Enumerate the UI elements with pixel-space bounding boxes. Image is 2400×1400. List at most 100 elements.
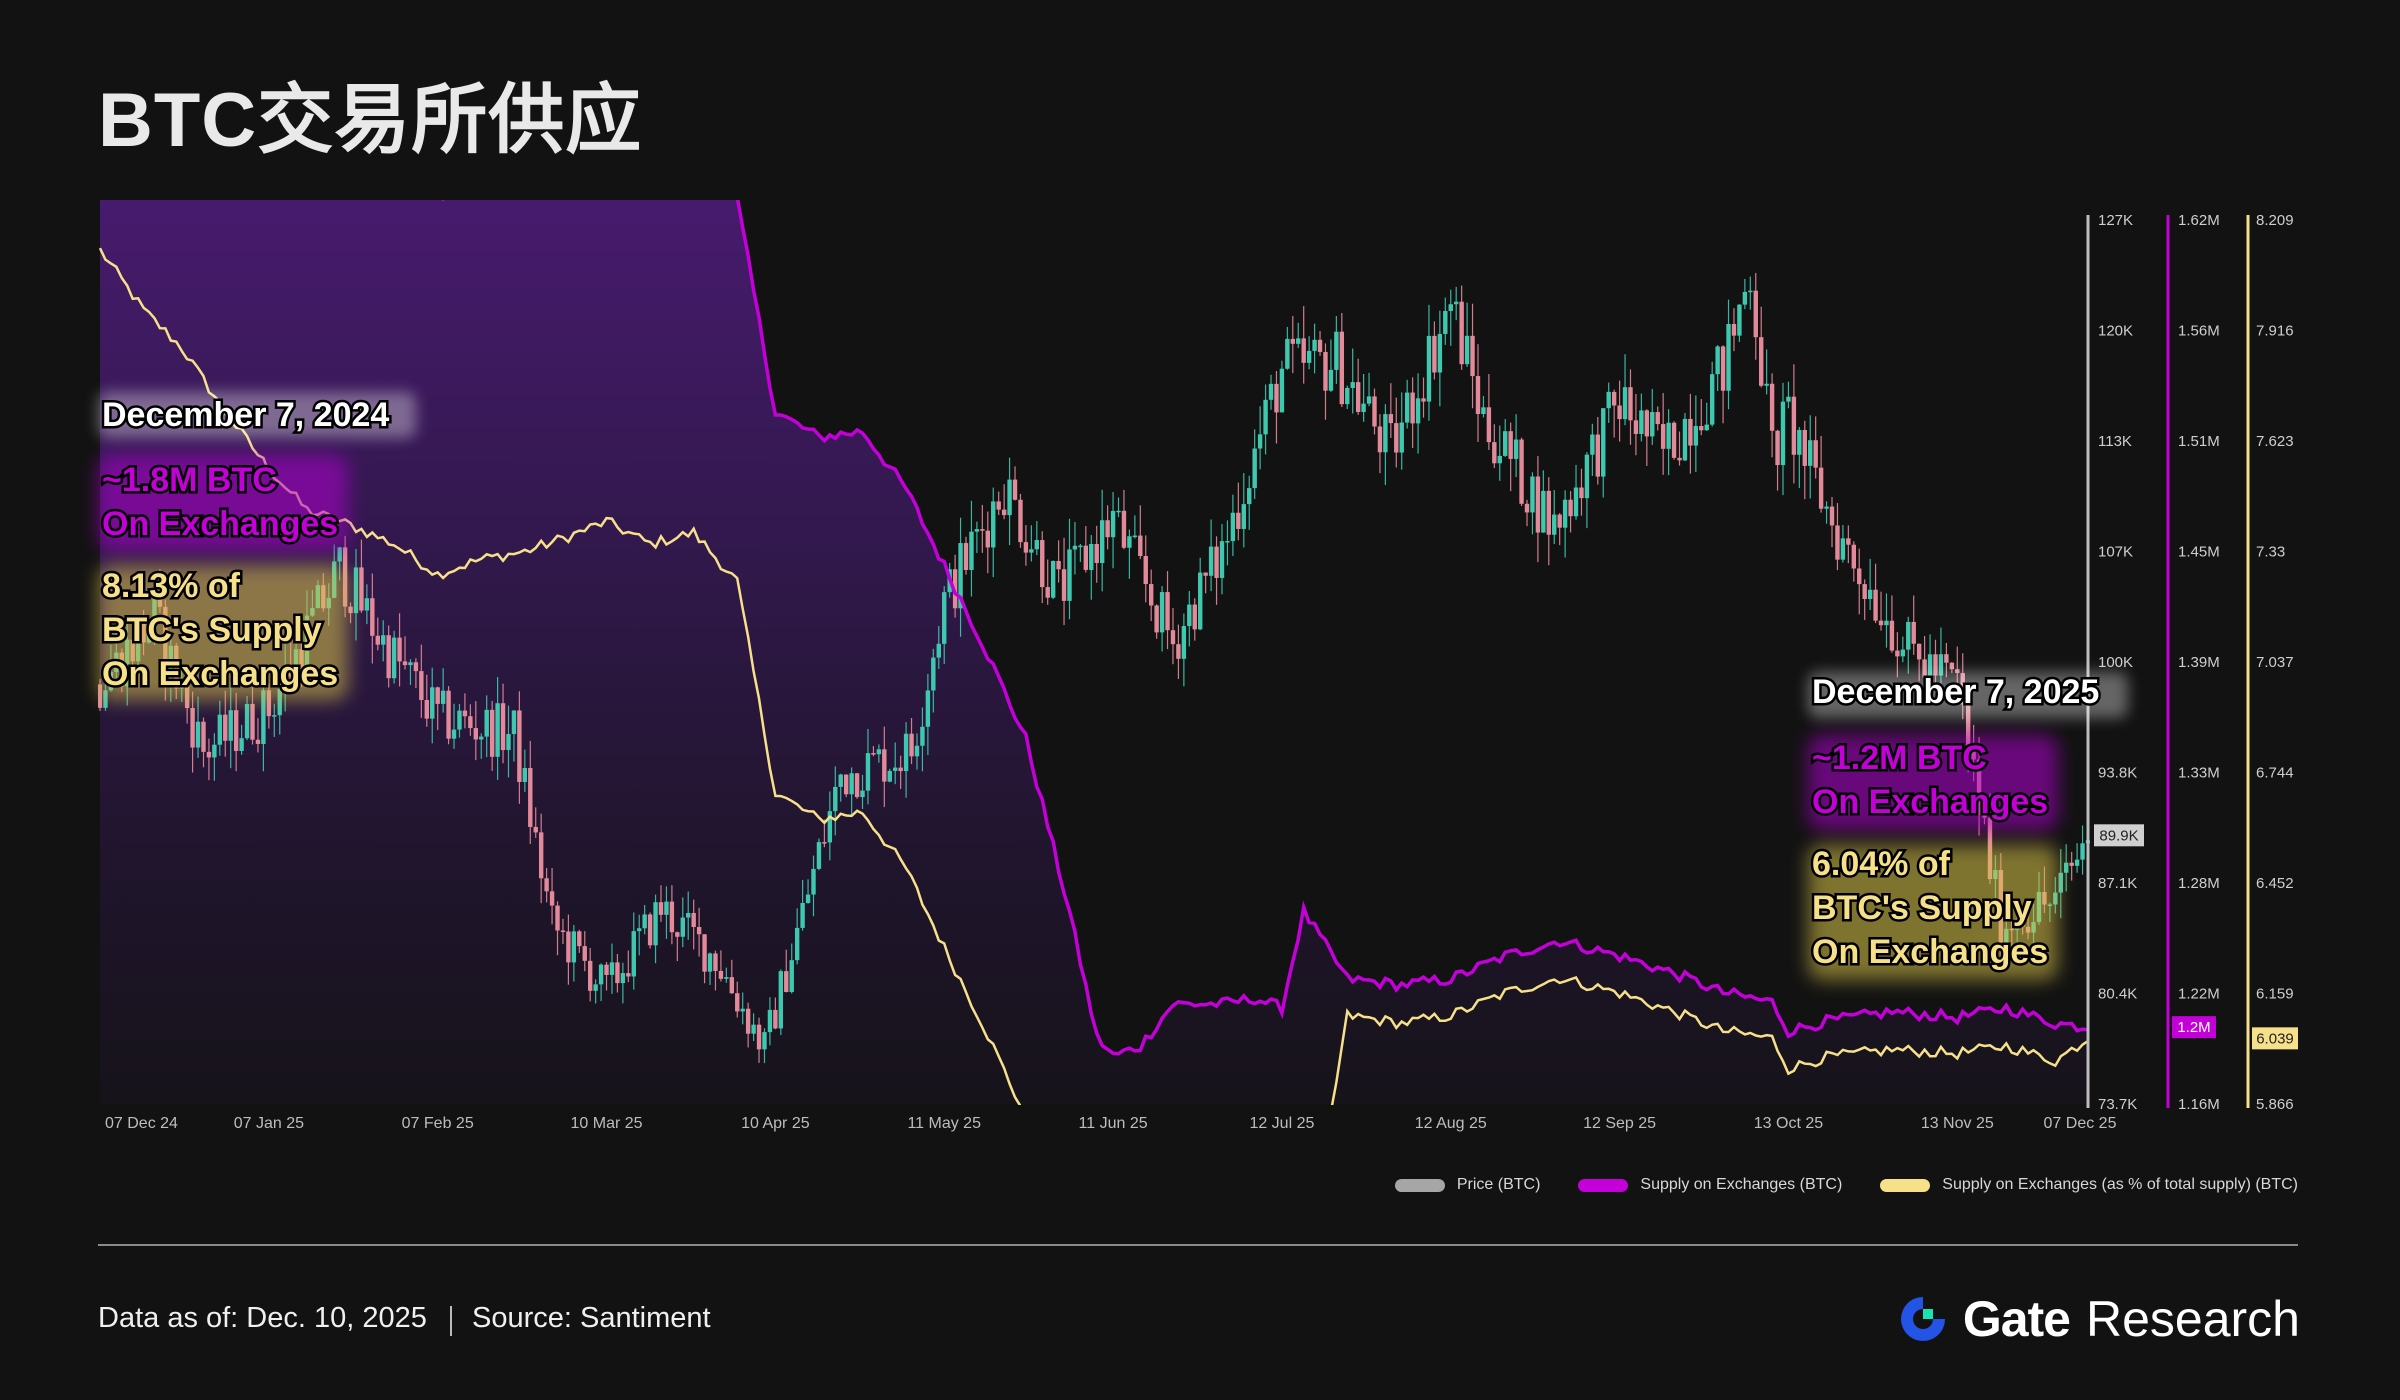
price-candle bbox=[1306, 350, 1312, 363]
gate-logo-icon bbox=[1900, 1297, 1945, 1341]
price-candle bbox=[1911, 621, 1916, 644]
price-candle bbox=[435, 687, 440, 704]
annotation-1-supply-line1: ~1.8M BTC bbox=[102, 461, 277, 499]
price-candle bbox=[1121, 510, 1127, 548]
annotation-1-supply-line2: On Exchanges bbox=[102, 505, 338, 543]
price-candle bbox=[1508, 431, 1513, 459]
percent-axis-tick-label: 7.916 bbox=[2256, 323, 2294, 340]
price-candle bbox=[1448, 304, 1453, 311]
price-candle bbox=[571, 931, 577, 963]
annotation-1-percent-line1: 8.13% of bbox=[102, 567, 241, 605]
price-candle bbox=[1802, 430, 1807, 466]
price-candle bbox=[1404, 392, 1410, 423]
price-candle bbox=[506, 734, 511, 751]
price-candle bbox=[1933, 654, 1938, 676]
annotation-1-date-glow bbox=[98, 392, 416, 438]
price-candle bbox=[620, 973, 626, 984]
price-candle bbox=[1203, 572, 1208, 576]
annotation-2-percent-line1: 6.04% of bbox=[1812, 845, 1951, 883]
price-candle bbox=[1290, 338, 1295, 344]
price-candle bbox=[833, 786, 838, 812]
supply-percent-line bbox=[98, 247, 2089, 1105]
price-candle bbox=[1759, 337, 1764, 386]
price-candle bbox=[1622, 387, 1628, 420]
percent-axis-tick-label: 6.452 bbox=[2256, 875, 2294, 892]
price-candle bbox=[1361, 403, 1366, 412]
x-axis-tick-label: 07 Jan 25 bbox=[234, 1115, 304, 1132]
price-candle bbox=[386, 635, 391, 679]
annotation-1-percent-line3: On Exchanges bbox=[102, 655, 338, 693]
price-candle bbox=[1715, 346, 1720, 375]
price-candle bbox=[1568, 499, 1573, 517]
price-candle bbox=[1775, 430, 1780, 466]
price-candle bbox=[517, 710, 522, 783]
price-candle bbox=[1938, 654, 1944, 676]
price-candle bbox=[838, 774, 843, 787]
x-axis-tick-label: 12 Sep 25 bbox=[1583, 1115, 1656, 1132]
price-candle bbox=[794, 927, 800, 961]
legend-item-supply-percent[interactable]: Supply on Exchanges (as % of total suppl… bbox=[1880, 1176, 2298, 1194]
price-candle bbox=[272, 715, 277, 717]
price-candle bbox=[2058, 872, 2063, 893]
price-candle bbox=[909, 733, 914, 757]
price-candle bbox=[882, 749, 887, 782]
price-candle bbox=[773, 1009, 778, 1029]
price-candle bbox=[370, 598, 375, 636]
price-candle bbox=[669, 901, 675, 933]
price-candle bbox=[735, 993, 740, 1012]
price-candle bbox=[1862, 584, 1867, 600]
legend-item-price[interactable]: Price (BTC) bbox=[1394, 1176, 1540, 1194]
price-candle bbox=[1889, 620, 1895, 651]
price-candle bbox=[1922, 659, 1927, 678]
price-candle bbox=[261, 690, 266, 744]
price-candle bbox=[1148, 584, 1154, 606]
supply-area-fill bbox=[100, 200, 2088, 1104]
annotation-2-percent-glow bbox=[1808, 845, 2058, 980]
price-candle bbox=[244, 703, 250, 739]
price-candle bbox=[1617, 405, 1622, 420]
price-candle bbox=[1453, 301, 1459, 305]
price-candle bbox=[1557, 514, 1562, 528]
percent-axis-tick-label: 7.33 bbox=[2256, 544, 2285, 561]
price-candle bbox=[538, 832, 544, 879]
legend-item-supply[interactable]: Supply on Exchanges (BTC) bbox=[1578, 1176, 1842, 1194]
price-candle bbox=[1083, 545, 1089, 570]
price-candle bbox=[1323, 351, 1328, 391]
price-candle bbox=[1056, 560, 1061, 570]
price-candle bbox=[533, 826, 538, 833]
x-axis-tick-label: 12 Aug 25 bbox=[1415, 1115, 1487, 1132]
price-candle bbox=[778, 971, 784, 1029]
price-candle bbox=[1225, 541, 1230, 543]
price-candle bbox=[1513, 439, 1519, 459]
price-candle bbox=[266, 690, 272, 717]
price-candle bbox=[206, 751, 212, 758]
price-candle bbox=[1873, 589, 1878, 621]
price-candle bbox=[1944, 654, 1949, 663]
price-candle bbox=[800, 902, 805, 928]
x-axis-tick-label: 07 Feb 25 bbox=[402, 1115, 474, 1132]
price-candle bbox=[963, 543, 969, 570]
price-candle bbox=[925, 690, 931, 727]
annotation-2-percent-line2: BTC's Supply bbox=[1812, 889, 2032, 927]
annotation-1-percent-line2: BTC's Supply bbox=[102, 611, 322, 649]
price-candle bbox=[1198, 572, 1203, 630]
price-candle bbox=[871, 753, 876, 755]
price-candle bbox=[1808, 440, 1813, 466]
price-candle bbox=[560, 930, 566, 932]
price-axis-tick-label: 107K bbox=[2098, 544, 2133, 561]
price-candle bbox=[1878, 620, 1884, 626]
price-candle bbox=[658, 902, 664, 915]
price-candle bbox=[996, 501, 1001, 510]
price-candle bbox=[598, 964, 604, 985]
price-axis-tick-label: 73.7K bbox=[2098, 1096, 2137, 1113]
price-candle bbox=[1421, 398, 1426, 402]
price-axis-tick-label: 87.1K bbox=[2098, 875, 2137, 892]
price-candle bbox=[1050, 560, 1056, 598]
footer-source: Source: Santiment bbox=[472, 1302, 711, 1334]
price-candle bbox=[223, 714, 228, 741]
price-candle bbox=[348, 606, 353, 614]
price-candle bbox=[582, 946, 587, 961]
price-candle bbox=[1699, 426, 1704, 431]
annotation-1-supply-glow bbox=[98, 455, 348, 550]
